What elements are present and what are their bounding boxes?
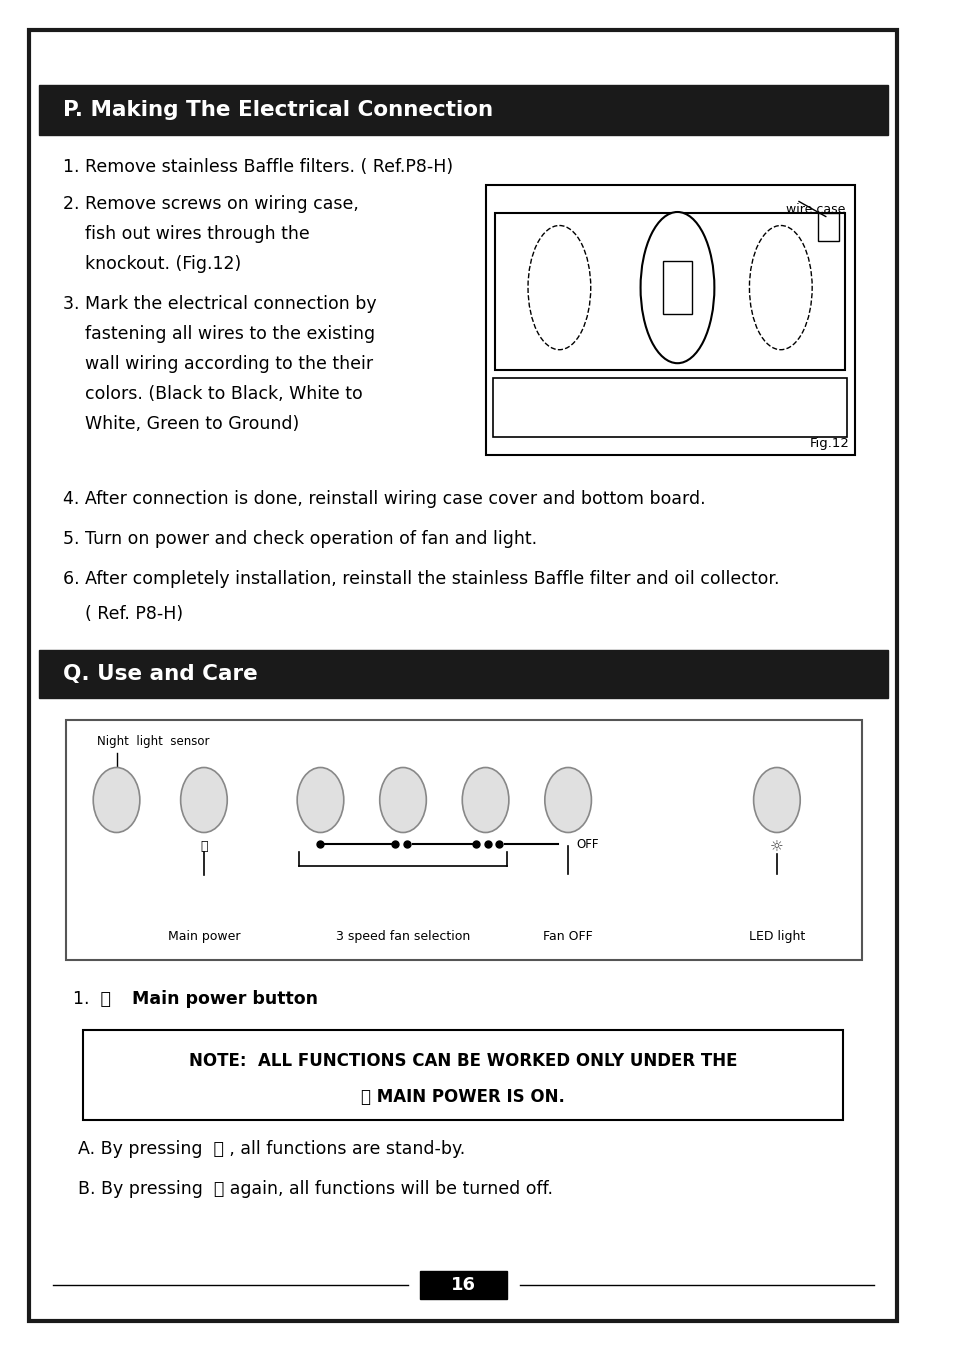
Text: B. By pressing  ⏻ again, all functions will be turned off.: B. By pressing ⏻ again, all functions wi…: [77, 1179, 552, 1198]
Ellipse shape: [639, 212, 714, 363]
Text: ⏻: ⏻: [200, 840, 208, 852]
Text: Fig.12: Fig.12: [809, 436, 849, 450]
Text: ☼: ☼: [769, 840, 783, 855]
Text: ( Ref. P8-H): ( Ref. P8-H): [63, 605, 183, 623]
Text: 5. Turn on power and check operation of fan and light.: 5. Turn on power and check operation of …: [63, 530, 537, 549]
Ellipse shape: [379, 767, 426, 832]
Text: knockout. (Fig.12): knockout. (Fig.12): [63, 255, 241, 273]
Text: 4. After connection is done, reinstall wiring case cover and bottom board.: 4. After connection is done, reinstall w…: [63, 490, 705, 508]
Text: 3. Mark the electrical connection by: 3. Mark the electrical connection by: [63, 295, 376, 313]
Bar: [419, 1271, 506, 1300]
Text: ⏻ MAIN POWER IS ON.: ⏻ MAIN POWER IS ON.: [360, 1088, 564, 1106]
Text: Night  light  sensor: Night light sensor: [97, 735, 210, 748]
Text: 2. Remove screws on wiring case,: 2. Remove screws on wiring case,: [63, 195, 358, 213]
Text: NOTE:  ALL FUNCTIONS CAN BE WORKED ONLY UNDER THE: NOTE: ALL FUNCTIONS CAN BE WORKED ONLY U…: [189, 1052, 737, 1070]
Text: Main power button: Main power button: [126, 990, 318, 1008]
Bar: [39, 650, 886, 698]
Ellipse shape: [749, 226, 811, 350]
Ellipse shape: [297, 767, 343, 832]
Bar: [495, 213, 844, 370]
Bar: [662, 261, 692, 313]
Ellipse shape: [544, 767, 591, 832]
Text: fastening all wires to the existing: fastening all wires to the existing: [63, 326, 375, 343]
Text: LED light: LED light: [748, 929, 804, 943]
Text: P. Making The Electrical Connection: P. Making The Electrical Connection: [63, 100, 493, 120]
Bar: [485, 185, 854, 455]
Text: 1. Remove stainless Baffle filters. ( Ref.P8-H): 1. Remove stainless Baffle filters. ( Re…: [63, 158, 453, 176]
Ellipse shape: [93, 767, 140, 832]
Text: OFF: OFF: [576, 839, 598, 851]
Text: 16: 16: [450, 1275, 476, 1294]
Text: wire case: wire case: [784, 203, 844, 216]
Ellipse shape: [527, 226, 590, 350]
Text: 1.  ⏻: 1. ⏻: [72, 990, 111, 1008]
Text: 3 speed fan selection: 3 speed fan selection: [335, 929, 470, 943]
Text: Q. Use and Care: Q. Use and Care: [63, 663, 257, 684]
Bar: [493, 377, 846, 436]
Ellipse shape: [462, 767, 508, 832]
Ellipse shape: [753, 767, 800, 832]
Text: 6. After completely installation, reinstall the stainless Baffle filter and oil : 6. After completely installation, reinst…: [63, 570, 779, 588]
Text: Fan OFF: Fan OFF: [542, 929, 593, 943]
Ellipse shape: [180, 767, 227, 832]
Bar: [66, 720, 862, 961]
Text: colors. (Black to Black, White to: colors. (Black to Black, White to: [63, 385, 362, 403]
Text: wall wiring according to the their: wall wiring according to the their: [63, 355, 373, 373]
Text: fish out wires through the: fish out wires through the: [63, 226, 310, 243]
Text: White, Green to Ground): White, Green to Ground): [63, 415, 299, 434]
Text: Main power: Main power: [168, 929, 240, 943]
Bar: [83, 1029, 842, 1120]
Bar: [817, 213, 839, 240]
Text: A. By pressing  ⏻ , all functions are stand-by.: A. By pressing ⏻ , all functions are sta…: [77, 1140, 464, 1158]
Bar: [39, 85, 886, 135]
